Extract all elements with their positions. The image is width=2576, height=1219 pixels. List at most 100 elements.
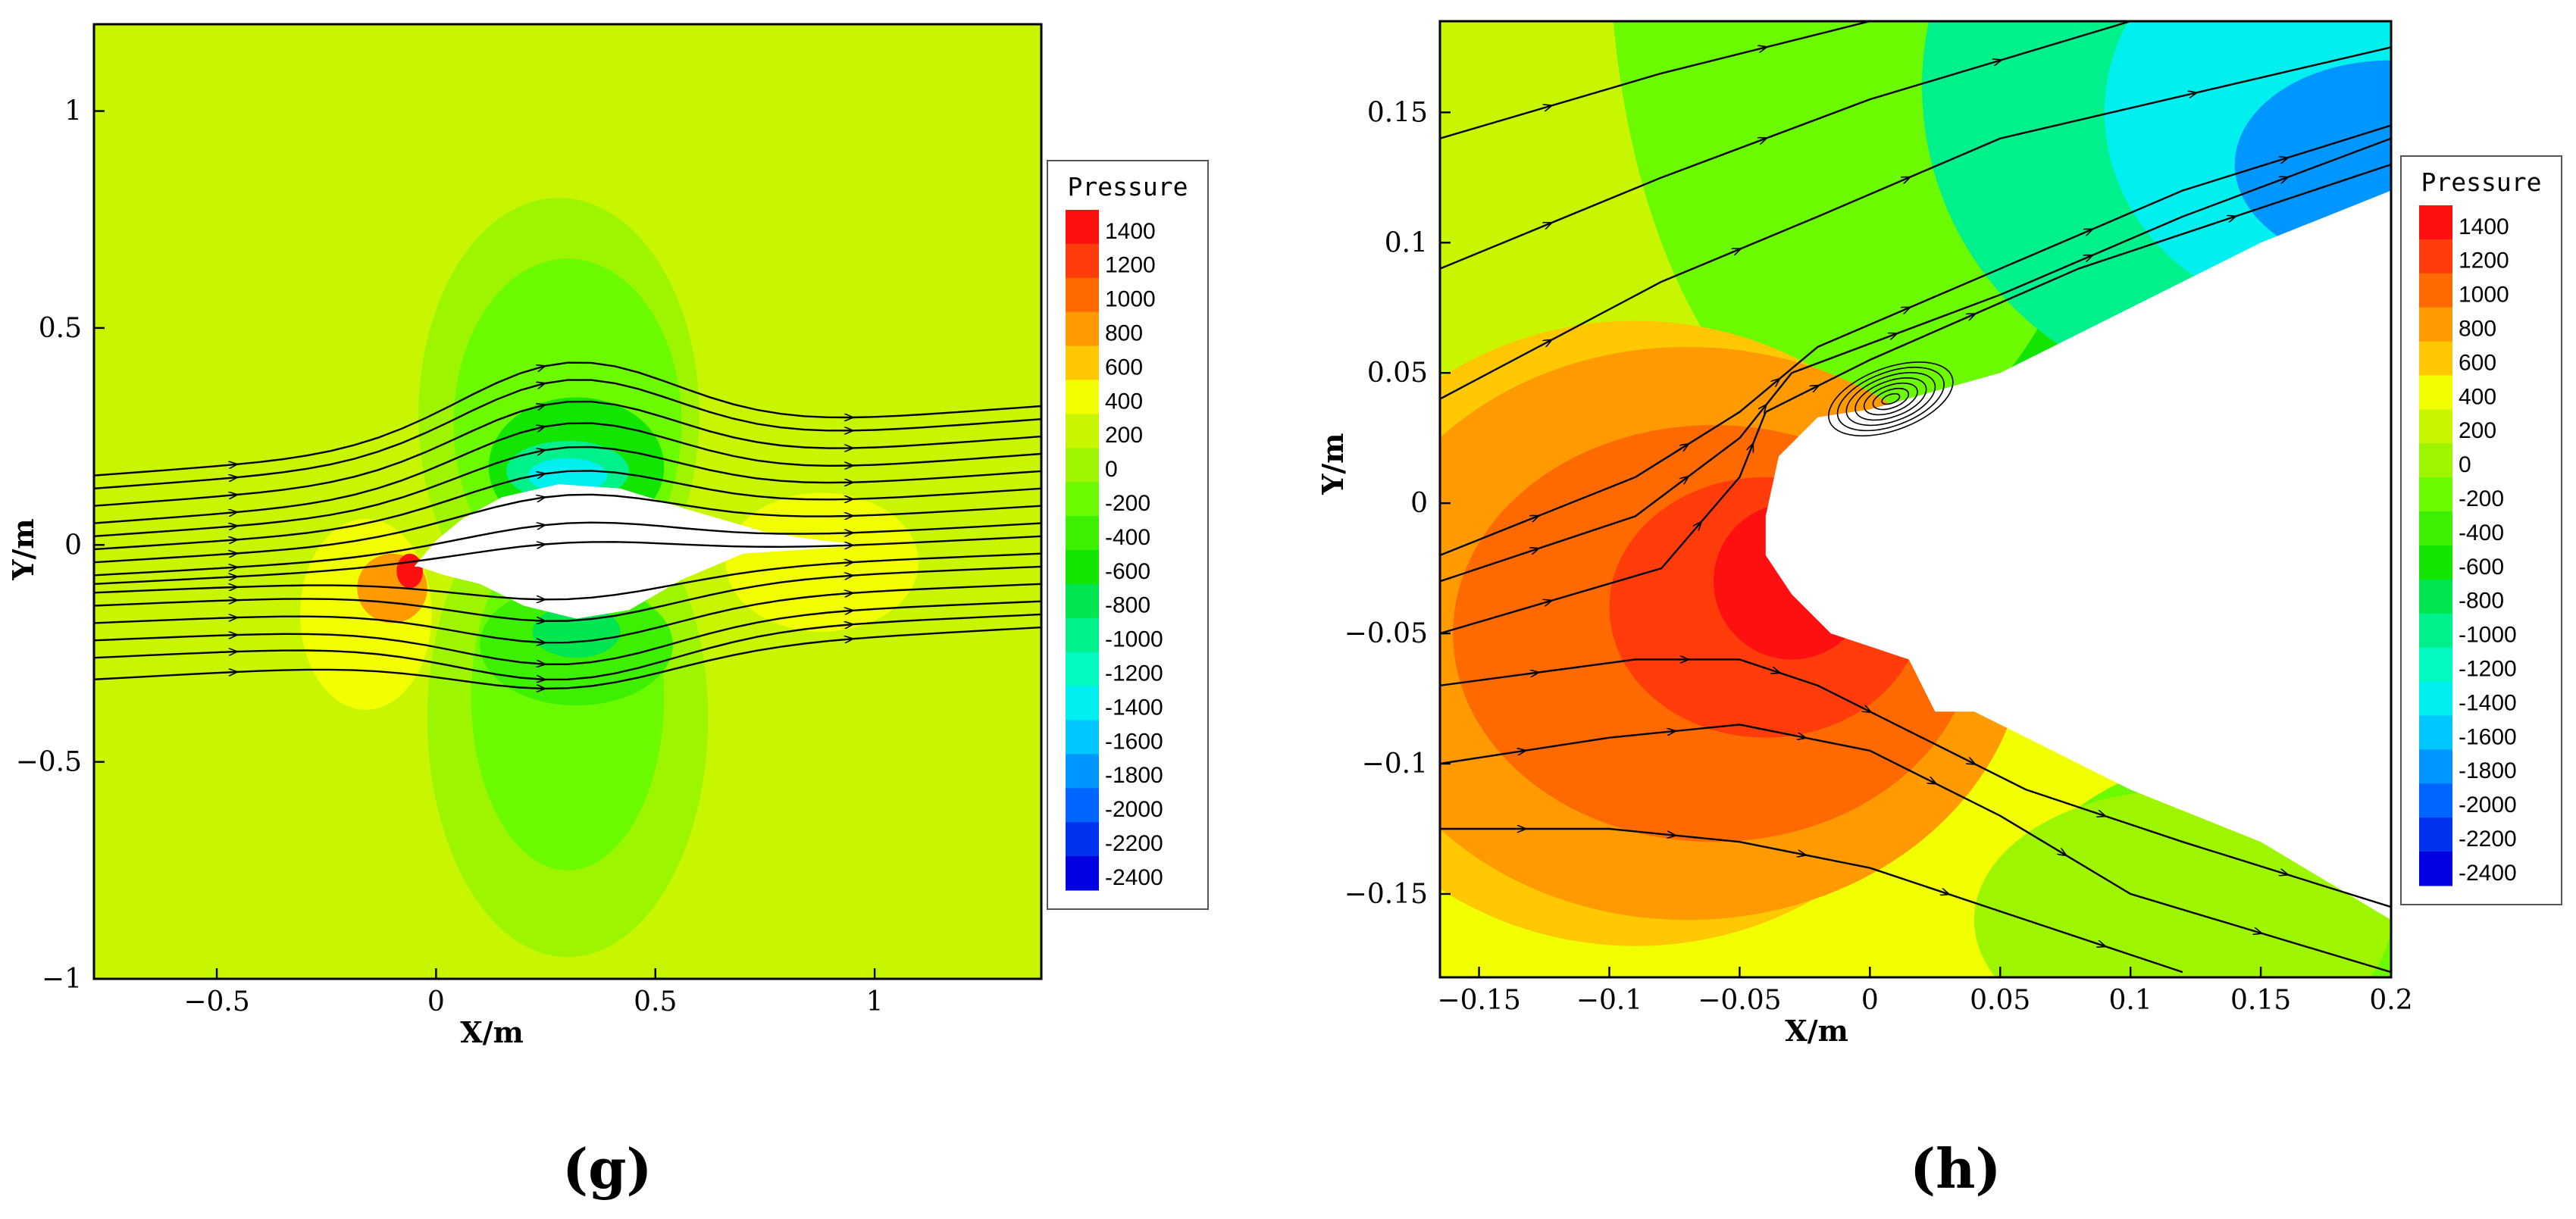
streamline-arrow (520, 474, 544, 480)
legend-swatch (1066, 311, 1099, 347)
legend-label: 400 (1105, 389, 1143, 414)
legend-label: 600 (2459, 350, 2496, 375)
streamline (94, 470, 1041, 551)
g-pressure-region (725, 492, 919, 632)
panel-g-contour-plot: −0.5 0 0.5 1 −1 −0.5 0 0.5 1 X/m Y/m Pressure 1400 1… (6, 23, 1209, 1049)
legend-label: 800 (1105, 321, 1143, 346)
legend-swatch (1066, 277, 1099, 313)
vortex-ring (1872, 387, 1910, 411)
panel-h-axes: −0.15 −0.1 −0.05 0 0.05 0.1 0.15 0.2 −0.15 −0.1 −0… (1316, 20, 2413, 1048)
vortex-ring (1863, 382, 1918, 416)
streamline-arrow (520, 450, 544, 457)
streamline-arrow (520, 366, 544, 374)
legend-swatch (2419, 273, 2452, 308)
streamline-arrow (212, 577, 236, 578)
y-axis-label: Y/m (1316, 433, 1350, 495)
streamline-arrow (828, 545, 852, 546)
legend-label: -1800 (2459, 758, 2517, 783)
legend-label: -1800 (1105, 763, 1163, 788)
y-tick-label: 1 (64, 96, 82, 127)
panel-g-body-shape (414, 484, 866, 619)
legend-swatch (2419, 852, 2452, 886)
streamline (1440, 724, 2391, 974)
legend-label: -400 (1105, 525, 1150, 550)
y-tick-label: −1 (42, 964, 82, 995)
legend-label: 0 (1105, 457, 1118, 482)
legend-label: 800 (2459, 317, 2496, 342)
legend-label: -2000 (1105, 797, 1163, 822)
streamline-arrow (212, 554, 236, 555)
legend-swatch (2419, 579, 2452, 614)
streamline-arrow (828, 624, 852, 627)
legend-label: 1200 (1105, 253, 1156, 278)
y-tick-label: −0.1 (1362, 749, 1428, 780)
y-tick-label: 0.05 (1367, 358, 1428, 389)
legend-label: 1400 (1105, 219, 1156, 244)
x-tick-label: −0.5 (183, 986, 249, 1017)
streamline (94, 361, 1041, 477)
legend-label: -1400 (1105, 695, 1163, 720)
panel-g-legend: Pressure 1400 1200 1000 800 600 400 200 0 -200 -40… (1047, 160, 1209, 910)
legend-label: 200 (1105, 423, 1143, 448)
vortex-ring (1881, 392, 1901, 405)
legend-label: -1200 (2459, 657, 2517, 682)
streamline (94, 379, 1041, 489)
streamline-arrow (828, 516, 852, 517)
streamline (1440, 46, 2391, 400)
g-pressure-region (396, 553, 424, 589)
g-body-outline (414, 484, 866, 619)
streamline-arrow (520, 620, 544, 621)
legend-label: 1200 (2459, 248, 2509, 273)
y-axis-label: Y/m (6, 518, 40, 580)
legend-swatch (2419, 545, 2452, 580)
legend-label: 1000 (1105, 287, 1156, 312)
legend-swatch (1066, 380, 1099, 414)
legend-label: -1600 (1105, 729, 1163, 754)
panel-g-caption: (g) (562, 1136, 653, 1201)
streamline-arrow (520, 688, 544, 689)
vortex-ring (1845, 372, 1936, 427)
streamline-arrow (212, 495, 236, 497)
legend-swatch (1066, 516, 1099, 551)
legend-swatch (1066, 210, 1099, 245)
x-axis-label: X/m (460, 1015, 524, 1049)
legend-swatch (2419, 375, 2452, 410)
vortex-ring (1855, 377, 1927, 421)
streamline-arrow (520, 677, 544, 679)
legend-swatch (2419, 817, 2452, 852)
vortex-ring (1836, 367, 1945, 432)
streamline (94, 626, 1041, 690)
legend-swatch (2419, 409, 2452, 444)
x-tick-label: −0.05 (1698, 985, 1781, 1016)
legend-swatch (1066, 617, 1099, 653)
streamline-arrow (212, 600, 236, 601)
streamline-arrow (828, 639, 852, 641)
legend-swatch (1066, 788, 1099, 823)
streamline (94, 613, 1041, 681)
legend-swatch (2419, 443, 2452, 478)
x-tick-label: 0.2 (2369, 985, 2412, 1016)
legend-label: 1400 (2459, 214, 2509, 239)
streamline (1440, 21, 1870, 139)
x-tick-label: 0.05 (1970, 985, 2030, 1016)
panel-g-streamlines (94, 361, 1041, 690)
legend-swatch (1066, 686, 1099, 720)
x-tick-label: 0 (427, 986, 445, 1017)
legend-swatch (1066, 482, 1099, 517)
streamline-arrow (212, 672, 236, 674)
y-tick-label: −0.05 (1344, 618, 1428, 649)
legend-label: -2200 (2459, 827, 2517, 852)
streamline-arrow (212, 464, 236, 467)
panel-g-axes: −0.5 0 0.5 1 −1 −0.5 0 0.5 1 X/m Y/m (6, 23, 1043, 1049)
legend-swatch (2419, 341, 2452, 376)
legend-swatch (2419, 783, 2452, 818)
legend-swatch (1066, 345, 1099, 380)
streamline (94, 600, 1041, 666)
streamline (94, 565, 1041, 622)
streamline-arrow (520, 383, 544, 392)
legend-swatch (1066, 754, 1099, 789)
legend-label: -800 (1105, 593, 1150, 618)
legend-label: 400 (2459, 384, 2496, 409)
panel-h-contour-plot: −0.15 −0.1 −0.05 0 0.05 0.1 0.15 0.2 −0.15 −0.1 −0… (1316, 20, 2562, 1048)
legend-label: -200 (1105, 491, 1150, 516)
